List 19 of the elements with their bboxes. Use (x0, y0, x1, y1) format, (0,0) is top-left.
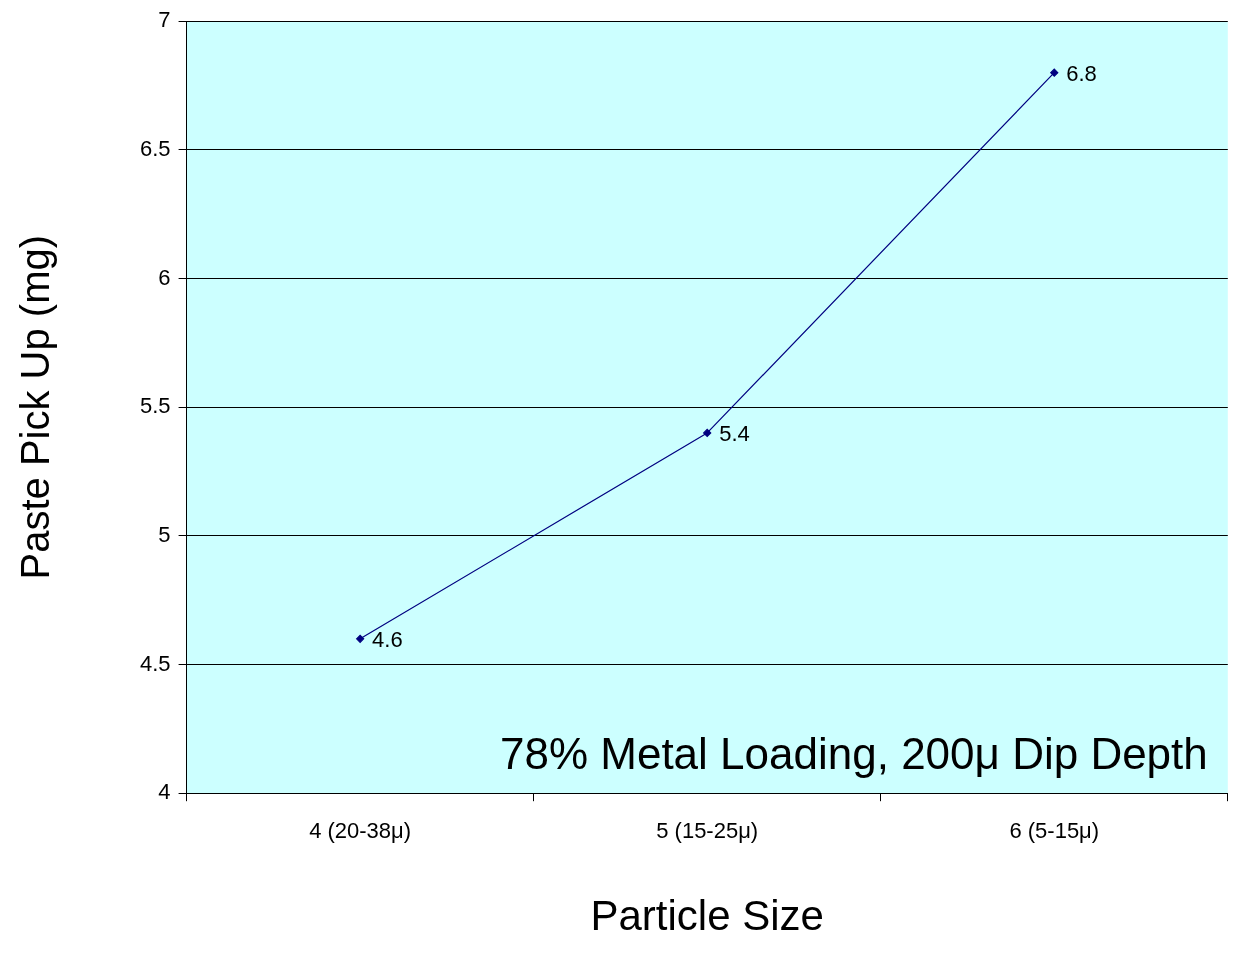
y-tick-label: 4.5 (139, 650, 171, 676)
point (356, 634, 365, 643)
y-tick-label: 6.5 (139, 135, 171, 161)
point (703, 428, 712, 438)
x-tick-label: 5 (15-25μ) (656, 818, 759, 844)
point (1050, 68, 1059, 77)
x-tick-label: 6 (5-15μ) (1009, 818, 1100, 844)
y-axis-title: Paste Pick Up (mg) (13, 234, 58, 580)
x-tick-label: 4 (20-38μ) (309, 818, 412, 844)
y-tick-label: 7 (158, 7, 171, 33)
data-label: 4.6 (372, 626, 403, 652)
annotation: 78% Metal Loading, 200μ Dip Depth (499, 729, 1208, 779)
y-tick-label: 5 (158, 521, 171, 547)
data-label: 5.4 (719, 421, 750, 446)
data-label: 6.8 (1066, 60, 1097, 86)
y-tick-label: 5.5 (139, 393, 171, 419)
y-tick-label: 6 (158, 264, 171, 290)
y-tick-label: 4 (158, 779, 171, 805)
x-axis-title: Particle Size (590, 892, 824, 940)
